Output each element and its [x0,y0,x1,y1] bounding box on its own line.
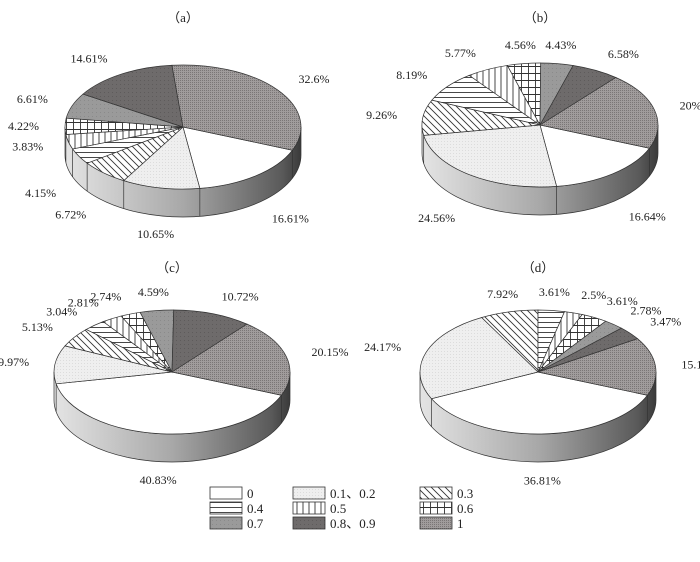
legend-label: 0.8、0.9 [330,516,376,531]
data-label: 9.97% [0,355,29,369]
legend-label: 0 [247,486,254,501]
data-label: 10.72% [222,289,259,303]
data-label: 3.04% [46,304,77,318]
legend-item-0-1-0-2: 0.1、0.2 [292,486,376,501]
data-label: 24.56% [418,211,455,225]
legend-item-0-3: 0.3 [419,486,473,501]
pie-slice-0-8-0-9 [82,64,184,128]
pie-chart-a: （a） 16.61% 10.65% 6.72% 4.15% 3.83% 4.22% 6.61%… [8,10,329,241]
data-label: 5.13% [22,320,53,334]
data-label: 20% [680,98,700,112]
legend-swatch [292,516,326,530]
data-label: 3.47% [650,315,681,329]
pie-slice-0 [55,371,283,435]
data-label: 16.64% [629,209,666,223]
data-label: 6.58% [608,47,639,61]
pie-title: （b） [524,10,557,25]
legend-swatch [419,516,453,530]
data-label: 5.77% [445,46,476,60]
pie-chart-d: （d）36.81%24.17%7.92% 3.61% 2.5% 3.61%2.78%3… [364,260,700,488]
pie-title: （c） [156,260,188,275]
data-label: 4.59% [138,285,169,299]
data-label: 4.56% [505,38,536,52]
pie-slice-1 [539,77,659,149]
legend-swatch [292,486,326,500]
legend-swatch [419,486,453,500]
legend: 0 0.1、0.2 0.3 0.4 0.5 0.6 0.7 0.8、0.9 1 [209,486,474,531]
data-label: 3.61% [607,294,638,308]
pie-slice-0-1-0-2 [123,126,201,190]
data-label: 40.83% [140,473,177,487]
legend-item-0-6: 0.6 [419,501,474,516]
pie-slice-0 [182,126,294,189]
pie-slice-0 [430,371,649,435]
pie-title: （a） [167,10,199,25]
pie-chart-c: （c） 40.83% 9.97% 5.13% 3.04%2.81%2.74% 4.59% 1… [0,260,349,487]
data-label: 2.81% [68,296,99,310]
data-label: 6.61% [17,92,48,106]
data-label: 32.6% [298,72,329,86]
pie-slice-0-1-0-2 [423,124,558,188]
pie-slice-0-1-0-2 [419,317,539,400]
legend-item-1: 1 [419,516,464,531]
data-label: 8.19% [396,68,427,82]
legend-item-0-4: 0.4 [209,501,264,516]
legend-swatch [209,486,243,500]
pie-chart-b: （b） 16.64% 24.56% 9.26% 8.19% 5.77% 4.56% 4.43%… [366,10,700,225]
pie-slice-1 [536,338,657,396]
data-label: 2.78% [631,303,662,317]
data-label: 20.15% [312,345,349,359]
data-label: 36.81% [524,474,561,488]
legend-item-0-7: 0.7 [209,516,264,531]
data-label: 2.74% [90,290,121,304]
legend-label: 0.5 [330,501,346,516]
data-label: 4.15% [25,186,56,200]
legend-item-0: 0 [209,486,254,501]
legend-swatch [419,501,453,515]
pie-slice-0-8-0-9 [171,309,248,373]
data-label: 16.61% [272,211,309,225]
pie-title: （d） [522,260,555,275]
data-label: 7.92% [487,287,518,301]
data-label: 2.5% [581,288,606,302]
pie-slice-0 [539,124,651,187]
legend-item-0-8-0-9: 0.8、0.9 [292,516,376,531]
legend-label: 0.1、0.2 [330,486,376,501]
data-label: 4.43% [545,38,576,52]
legend-label: 1 [457,516,464,531]
pie-slice-1 [171,323,291,396]
data-label: 15.14% [681,358,700,372]
legend-label: 0.4 [247,501,264,516]
legend-label: 0.7 [247,516,264,531]
data-label: 24.17% [364,340,401,354]
data-label: 3.61% [539,285,570,299]
legend-swatch [292,501,326,515]
legend-label: 0.6 [457,501,474,516]
data-label: 9.26% [366,108,397,122]
data-label: 14.61% [70,51,107,65]
pie-slice-1 [171,64,302,151]
legend-swatch [209,516,243,530]
legend-swatch [209,501,243,515]
data-label: 10.65% [137,227,174,241]
pie-slice-0-1-0-2 [53,345,173,385]
data-label: 6.72% [55,208,86,222]
data-label: 3.83% [12,139,43,153]
legend-item-0-5: 0.5 [292,501,346,516]
data-label: 4.22% [8,119,39,133]
legend-label: 0.3 [457,486,473,501]
